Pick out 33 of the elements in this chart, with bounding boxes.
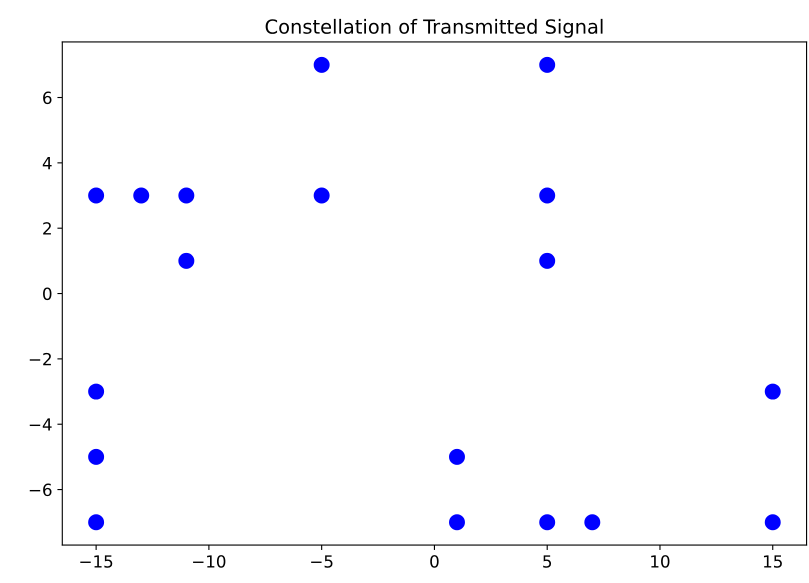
y-tick-label: −6 — [30, 484, 52, 496]
y-tick-label: 2 — [43, 222, 51, 235]
point — [88, 448, 104, 465]
point — [178, 252, 194, 269]
point — [584, 514, 600, 530]
point — [539, 252, 556, 269]
y-tick-label: −4 — [30, 418, 52, 431]
point — [539, 56, 556, 73]
point — [133, 188, 150, 204]
x-tick-label: 10 — [651, 555, 670, 568]
point — [539, 188, 556, 204]
x-tick-label: 15 — [764, 555, 782, 568]
y-tick-label: 4 — [42, 157, 52, 170]
y-tick-label: −2 — [30, 352, 51, 366]
chart-title: Constellation of Transmitted Signal — [266, 18, 602, 38]
point — [88, 188, 104, 204]
y-tick-label: 0 — [43, 288, 52, 300]
point — [314, 188, 330, 204]
x-tick-label: −10 — [193, 555, 226, 568]
point — [178, 188, 194, 204]
x-tick-label: −15 — [80, 555, 112, 568]
point — [449, 448, 465, 465]
x-tick-label: −5 — [311, 555, 332, 568]
x-tick-label: 0 — [430, 555, 439, 568]
point — [449, 514, 465, 530]
point — [764, 384, 781, 400]
point — [539, 514, 556, 530]
point — [314, 56, 330, 73]
point — [88, 514, 104, 530]
y-tick-label: 6 — [43, 91, 52, 104]
x-tick-label: 5 — [543, 555, 552, 568]
point — [764, 514, 781, 530]
point — [88, 384, 104, 400]
